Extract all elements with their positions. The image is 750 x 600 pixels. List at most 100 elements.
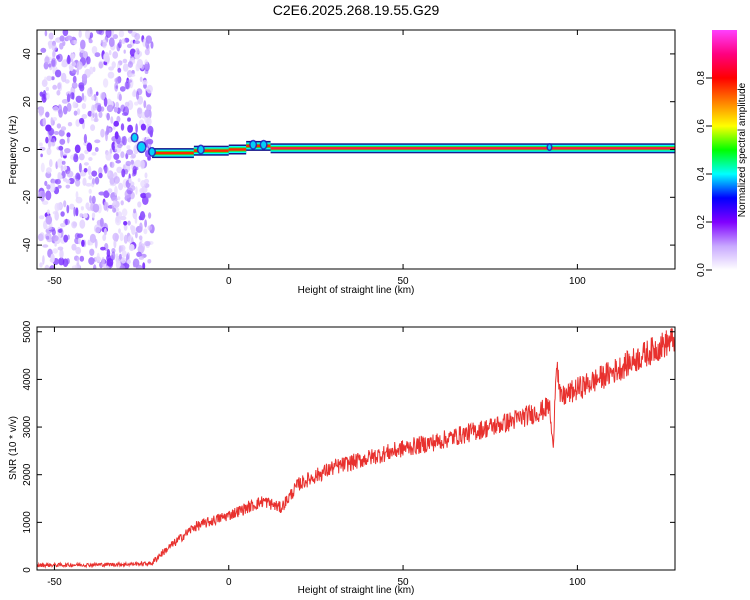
noise-speckle <box>129 185 136 191</box>
noise-speckle <box>126 259 131 265</box>
noise-speckle <box>46 167 52 174</box>
noise-speckle <box>100 246 106 251</box>
noise-speckle <box>135 47 140 55</box>
noise-speckle <box>88 257 95 265</box>
noise-speckle <box>121 250 127 258</box>
noise-speckle <box>73 154 79 163</box>
noise-speckle <box>81 73 88 82</box>
noise-speckle <box>127 117 131 122</box>
noise-speckle <box>44 180 48 186</box>
snr-panel: -50 0 50 100 0 1000 2000 3000 4000 5000 Height o… <box>8 320 676 596</box>
noise-speckle <box>78 153 85 161</box>
noise-speckle <box>94 238 98 249</box>
x-tick-label: 100 <box>569 276 586 287</box>
noise-speckle <box>119 215 127 221</box>
noise-speckle <box>78 30 82 38</box>
colorbar-tick-label: 0.0 <box>696 263 707 277</box>
noise-speckle <box>65 184 71 189</box>
noise-speckle <box>87 87 93 97</box>
noise-speckle <box>39 262 43 268</box>
noise-speckle <box>123 221 128 226</box>
noise-speckle <box>115 215 120 223</box>
noise-speckle <box>112 34 118 40</box>
noise-speckle <box>58 232 62 238</box>
noise-speckle <box>82 213 88 219</box>
noise-speckle <box>52 84 58 90</box>
noise-speckle <box>100 39 104 47</box>
noise-speckle <box>89 195 92 204</box>
noise-speckle <box>131 225 136 235</box>
noise-speckle <box>94 176 100 185</box>
noise-speckle <box>107 171 111 177</box>
noise-speckle <box>125 160 132 167</box>
x-tick-label: -50 <box>47 276 62 287</box>
noise-speckle <box>57 82 62 90</box>
noise-speckle <box>117 67 122 73</box>
noise-speckle <box>116 115 121 123</box>
noise-speckle <box>118 245 122 254</box>
noise-speckle <box>58 129 65 137</box>
y-tick-label: 1000 <box>22 511 33 534</box>
noise-speckle <box>54 211 59 221</box>
noise-speckle <box>81 92 85 101</box>
noise-speckle <box>115 159 121 164</box>
noise-speckle <box>54 69 62 78</box>
noise-speckle <box>46 184 51 190</box>
noise-speckle <box>127 220 131 226</box>
noise-speckle <box>48 32 54 40</box>
x-tick-label: 50 <box>398 276 410 287</box>
noise-speckle <box>42 200 49 205</box>
noise-speckle <box>123 49 126 54</box>
noise-speckle <box>47 40 54 47</box>
noise-speckle <box>88 175 93 180</box>
noise-speckle <box>89 248 95 256</box>
y-tick-label: 20 <box>22 96 33 108</box>
noise-speckle <box>138 235 143 241</box>
noise-speckle <box>95 91 99 96</box>
noise-speckle <box>137 201 142 208</box>
spectrogram-marks <box>37 30 675 269</box>
noise-speckle <box>52 235 59 242</box>
noise-speckle <box>65 179 71 184</box>
noise-speckle <box>63 105 68 115</box>
noise-speckle <box>80 206 84 211</box>
noise-speckle <box>60 126 67 131</box>
noise-speckle <box>118 30 125 38</box>
noise-speckle <box>127 124 133 133</box>
noise-speckle <box>103 97 108 107</box>
noise-speckle <box>103 201 108 211</box>
noise-speckle <box>112 207 117 213</box>
noise-speckle <box>102 234 107 242</box>
noise-speckle <box>109 177 116 185</box>
noise-speckle <box>59 138 66 145</box>
noise-speckle <box>52 106 59 112</box>
noise-speckle <box>144 48 150 56</box>
noise-speckle <box>135 123 138 134</box>
noise-speckle <box>136 58 143 69</box>
noise-speckle <box>109 161 115 168</box>
noise-speckle <box>81 239 85 247</box>
noise-speckle <box>139 222 143 233</box>
y-tick-label: -20 <box>22 190 33 205</box>
colorbar-tick-label: 0.6 <box>696 119 707 133</box>
snr-y-ticks: 0 1000 2000 3000 4000 5000 <box>22 320 675 573</box>
noise-speckle <box>94 52 101 58</box>
noise-speckle <box>76 61 83 70</box>
noise-speckle <box>133 208 137 214</box>
noise-speckle <box>136 90 139 100</box>
noise-speckle <box>46 147 52 156</box>
noise-speckle <box>67 136 70 144</box>
noise-speckle <box>110 116 114 124</box>
x-tick-label: 50 <box>398 577 410 588</box>
noise-speckle <box>45 86 49 92</box>
noise-speckle <box>82 177 87 186</box>
noise-speckle <box>140 159 145 170</box>
noise-speckle <box>91 95 95 101</box>
noise-speckle <box>82 50 88 59</box>
noise-speckle <box>132 258 140 268</box>
noise-speckle <box>142 262 146 269</box>
noise-speckle <box>127 30 133 34</box>
noise-speckle <box>107 188 113 194</box>
noise-speckle <box>136 251 142 257</box>
snr-plot-area <box>37 327 675 570</box>
